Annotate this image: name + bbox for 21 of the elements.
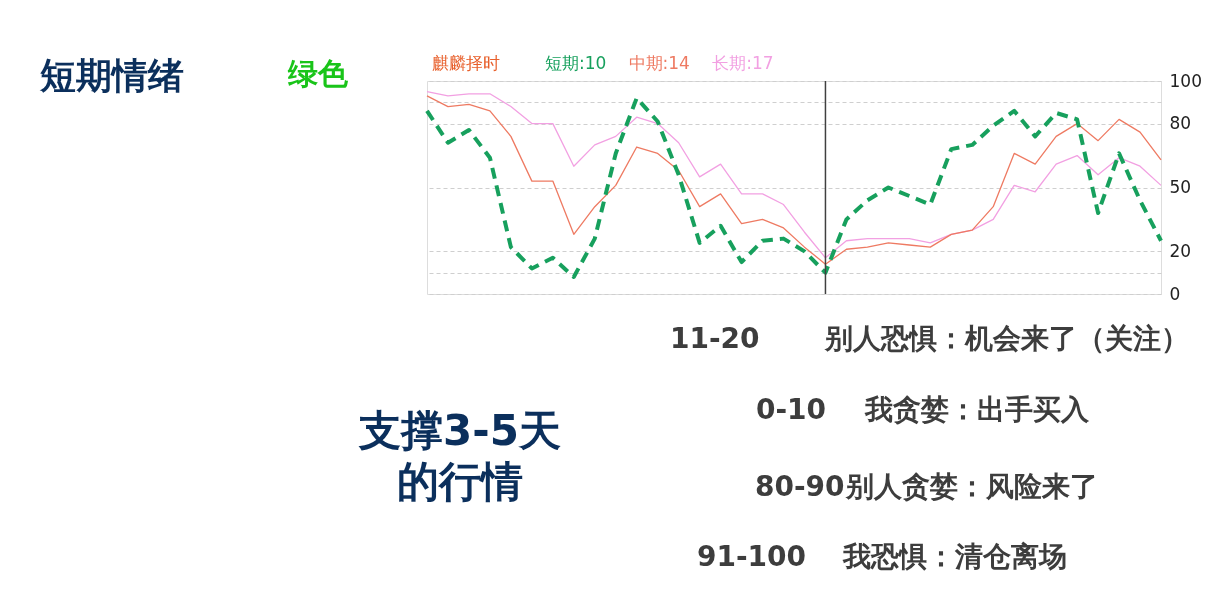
text: 我贪婪：出手买入 [864,393,1090,426]
text: 的行情 [397,457,523,506]
text: 0-10 [756,393,827,426]
text: 长期:17 [712,53,774,73]
y-tick-label: 0 [1169,283,1181,304]
text: 绿色 [287,56,349,91]
text: 91-100 [697,540,807,573]
text: 11-20 [670,322,760,355]
y-tick-label: 50 [1169,177,1192,197]
text: 别人贪婪：风险来了 [845,470,1098,503]
text: 短期情绪 [39,55,184,96]
text: 中期:14 [628,53,690,73]
chart-title: 麒麟择时 [432,53,500,73]
text: 我恐惧：清仓离场 [842,540,1067,573]
text: 支撑3-5天 [358,406,561,455]
text: 别人恐惧：机会来了（关注） [824,322,1189,355]
text: 80-90 [755,470,845,503]
text: 短期:10 [545,53,607,73]
y-tick-label: 100 [1169,70,1202,91]
y-tick-label: 20 [1169,240,1192,261]
y-tick-label: 80 [1169,113,1192,134]
